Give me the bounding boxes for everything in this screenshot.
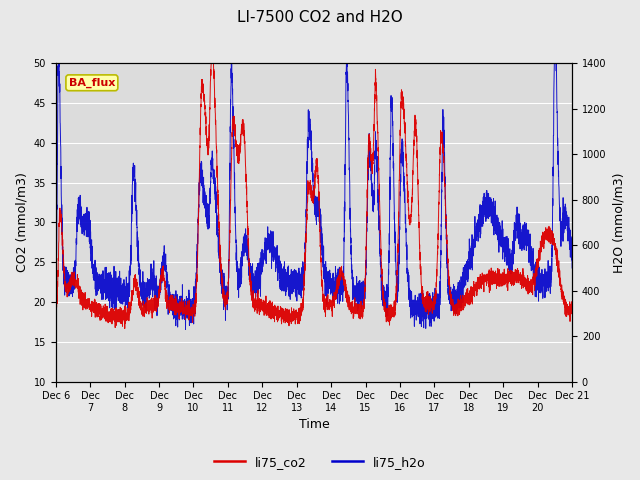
Legend: li75_co2, li75_h2o: li75_co2, li75_h2o (209, 451, 431, 474)
Y-axis label: CO2 (mmol/m3): CO2 (mmol/m3) (15, 172, 28, 272)
Text: LI-7500 CO2 and H2O: LI-7500 CO2 and H2O (237, 10, 403, 24)
X-axis label: Time: Time (299, 419, 330, 432)
Text: BA_flux: BA_flux (68, 78, 115, 88)
Y-axis label: H2O (mmol/m3): H2O (mmol/m3) (612, 172, 625, 273)
